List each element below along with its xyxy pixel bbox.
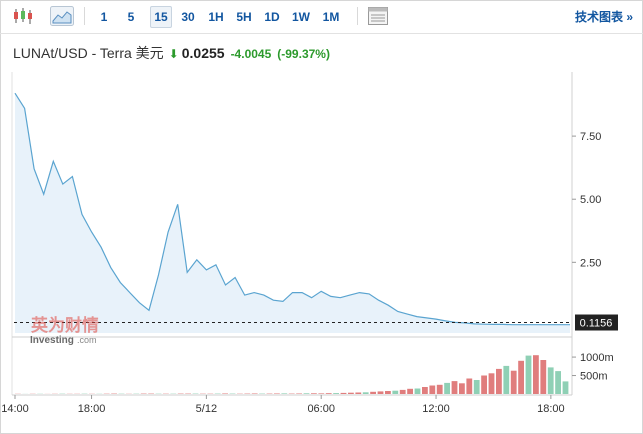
table-icon[interactable] bbox=[367, 6, 389, 26]
timeframe-button-30[interactable]: 30 bbox=[181, 10, 195, 24]
timeframe-button-1m[interactable]: 1M bbox=[322, 10, 340, 24]
candlestick-icon[interactable] bbox=[12, 6, 34, 26]
area-chart-icon[interactable] bbox=[50, 6, 74, 26]
price-change-percent: (-99.37%) bbox=[277, 47, 330, 61]
timeframe-button-1d[interactable]: 1D bbox=[264, 10, 280, 24]
timeframe-button-1h[interactable]: 1H bbox=[208, 10, 224, 24]
technical-chart-link[interactable]: 技术图表 » bbox=[574, 10, 633, 24]
timeframe-button-1w[interactable]: 1W bbox=[292, 10, 310, 24]
symbol-label: LUNAt/USD - Terra 美元 bbox=[13, 45, 164, 61]
toolbar-separator bbox=[357, 7, 358, 25]
timeframe-button-15[interactable]: 15 bbox=[150, 6, 172, 28]
toolbar-separator bbox=[84, 7, 85, 25]
quote-header: LUNAt/USD - Terra 美元 ⬇ 0.0255 -4.0045 (-99.3… bbox=[13, 43, 330, 63]
timeframe-button-5[interactable]: 5 bbox=[127, 10, 135, 24]
price-change: -4.0045 bbox=[230, 47, 272, 61]
chart-toolbar: 1 5 15 30 1H 5H 1D 1W 1M 技术图表 » bbox=[0, 0, 643, 34]
timeframe-button-1[interactable]: 1 bbox=[100, 10, 108, 24]
last-price: 0.0255 bbox=[181, 45, 225, 61]
timeframe-button-5h[interactable]: 5H bbox=[236, 10, 252, 24]
down-arrow-icon: ⬇ bbox=[168, 47, 179, 61]
